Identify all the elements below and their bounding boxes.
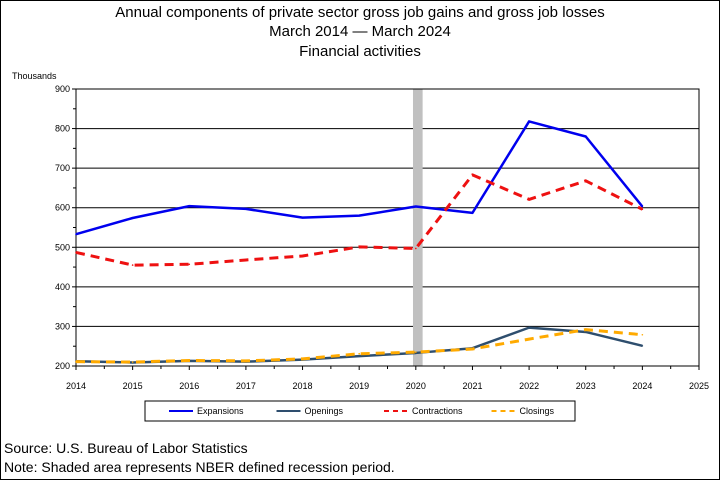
- y-axis-unit-label: Thousands: [12, 71, 57, 81]
- point-closings-2017: [245, 360, 247, 362]
- point-openings-2024: [641, 345, 644, 347]
- series-line-contractions: [75, 173, 644, 267]
- point-closings-2019: [358, 352, 360, 355]
- grid-layer: [76, 88, 699, 367]
- point-contractions-2018: [301, 255, 304, 257]
- point-closings-2014: [75, 360, 77, 363]
- x-tick-label-2025: 2025: [689, 381, 709, 391]
- recession-layer: [412, 89, 423, 366]
- legend-label-contractions: Contractions: [412, 406, 463, 416]
- series-line-expansions: [75, 120, 644, 236]
- y-tick-label-200: 200: [55, 361, 70, 371]
- point-expansions-2020: [415, 205, 417, 208]
- point-closings-2022: [528, 338, 530, 340]
- point-closings-2015: [131, 361, 134, 363]
- chart-title-line-1: Annual components of private sector gros…: [115, 4, 605, 21]
- plot-area-border: [75, 88, 700, 367]
- x-tick-label-2016: 2016: [179, 381, 199, 391]
- point-expansions-2014: [75, 233, 77, 236]
- point-closings-2016: [188, 359, 191, 362]
- point-openings-2022: [528, 326, 530, 329]
- x-tick-label-2020: 2020: [406, 381, 426, 391]
- x-tick-label-2017: 2017: [236, 381, 256, 391]
- recession-note: Note: Shaded area represents NBER define…: [4, 459, 395, 475]
- point-openings-2019: [358, 355, 360, 357]
- point-contractions-2017: [245, 259, 247, 261]
- legend: Expansions Openings Contractions Closings: [144, 400, 576, 422]
- point-contractions-2022: [528, 198, 530, 201]
- point-closings-2024: [641, 333, 644, 336]
- point-expansions-2018: [301, 216, 304, 219]
- point-expansions-2016: [188, 205, 191, 207]
- chart-title-line-2: March 2014 — March 2024: [269, 23, 451, 40]
- point-expansions-2022: [528, 120, 530, 123]
- y-tick-label-600: 600: [55, 203, 70, 213]
- x-tick-label-2018: 2018: [293, 381, 313, 391]
- point-closings-2021: [471, 348, 474, 350]
- point-contractions-2016: [188, 263, 191, 266]
- point-closings-2023: [584, 328, 587, 331]
- point-closings-2020: [415, 351, 417, 353]
- point-expansions-2024: [641, 205, 644, 208]
- y-tick-label-700: 700: [55, 163, 70, 173]
- chart-title-line-3: Financial activities: [299, 43, 421, 60]
- legend-label-openings: Openings: [305, 406, 344, 416]
- point-contractions-2015: [131, 264, 134, 266]
- x-tick-label-2021: 2021: [462, 381, 482, 391]
- recession-shading: [412, 89, 423, 366]
- legend-label-closings: Closings: [520, 406, 555, 416]
- axis-layer: 200 300 400 500 600 700 800 900 2014 2015 2016 2017…: [55, 84, 709, 391]
- point-closings-2018: [301, 358, 304, 360]
- x-tick-label-2019: 2019: [349, 381, 369, 391]
- point-expansions-2021: [471, 212, 474, 214]
- x-tick-label-2024: 2024: [632, 381, 652, 391]
- y-tick-label-300: 300: [55, 321, 70, 331]
- point-expansions-2023: [584, 135, 587, 138]
- series-layer: [75, 120, 644, 364]
- x-tick-label-2015: 2015: [123, 381, 143, 391]
- y-tick-label-800: 800: [55, 124, 70, 134]
- legend-label-expansions: Expansions: [197, 406, 244, 416]
- x-tick-label-2014: 2014: [66, 381, 86, 391]
- x-tick-label-2022: 2022: [519, 381, 539, 391]
- point-contractions-2014: [75, 251, 77, 254]
- point-contractions-2020: [415, 247, 417, 250]
- y-tick-label-500: 500: [55, 242, 70, 252]
- point-expansions-2019: [358, 214, 360, 217]
- point-contractions-2021: [471, 174, 474, 176]
- point-contractions-2019: [358, 246, 360, 248]
- point-expansions-2017: [245, 208, 247, 210]
- legend-box: [144, 400, 576, 422]
- x-tick-label-2023: 2023: [576, 381, 596, 391]
- point-expansions-2015: [131, 217, 134, 219]
- point-openings-2023: [584, 331, 587, 333]
- point-contractions-2023: [584, 180, 587, 182]
- source-note: Source: U.S. Bureau of Labor Statistics: [4, 440, 248, 456]
- y-tick-label-900: 900: [55, 84, 70, 94]
- series-line-closings: [75, 328, 643, 364]
- point-contractions-2024: [641, 208, 644, 211]
- y-tick-label-400: 400: [55, 282, 70, 292]
